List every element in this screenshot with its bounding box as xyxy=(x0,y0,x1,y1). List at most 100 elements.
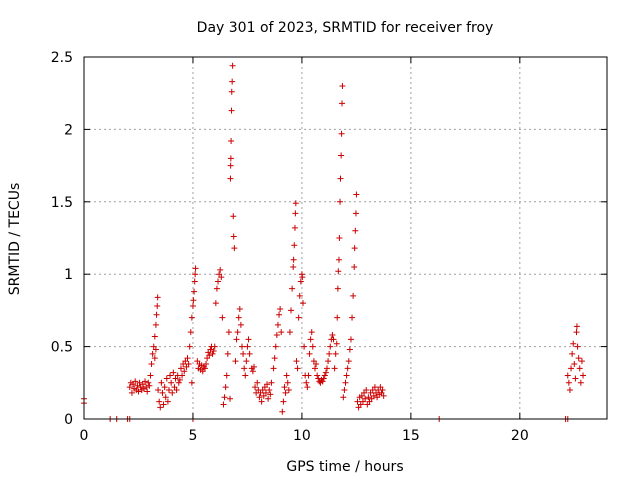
data-point xyxy=(218,274,225,281)
data-point xyxy=(297,278,304,285)
data-point xyxy=(192,265,199,272)
data-point xyxy=(160,401,167,408)
data-point xyxy=(290,263,297,270)
data-point xyxy=(256,394,263,401)
y-tick-label: 2 xyxy=(64,122,73,138)
data-point xyxy=(573,323,580,330)
data-point xyxy=(325,358,332,365)
data-point xyxy=(190,297,197,304)
x-axis-label: GPS time / hours xyxy=(286,459,403,475)
data-point xyxy=(351,263,358,270)
data-point xyxy=(291,242,298,249)
data-point xyxy=(206,352,213,359)
data-point xyxy=(576,365,583,372)
data-point xyxy=(242,372,249,379)
data-point xyxy=(135,388,142,395)
data-point xyxy=(188,314,195,321)
data-point xyxy=(323,365,330,372)
data-point xyxy=(350,292,357,299)
data-point xyxy=(203,360,210,367)
data-point xyxy=(306,350,313,357)
data-point xyxy=(339,100,346,107)
data-point xyxy=(322,369,329,376)
data-point xyxy=(271,355,278,362)
data-point xyxy=(175,379,182,386)
data-point xyxy=(572,375,579,382)
data-point xyxy=(209,350,216,357)
data-point xyxy=(170,369,177,376)
data-point xyxy=(264,381,271,388)
data-point xyxy=(286,329,293,336)
data-point xyxy=(573,329,580,336)
data-point xyxy=(223,372,230,379)
data-point xyxy=(162,394,169,401)
data-point xyxy=(187,329,194,336)
data-point xyxy=(337,198,344,205)
data-point xyxy=(276,311,283,318)
data-point xyxy=(288,307,295,314)
data-point xyxy=(282,389,289,396)
data-point xyxy=(159,389,166,396)
data-points xyxy=(81,62,587,422)
data-point xyxy=(235,314,242,321)
data-point xyxy=(290,256,297,263)
data-point xyxy=(262,389,269,396)
data-point xyxy=(176,376,183,383)
data-point xyxy=(169,389,176,396)
data-point xyxy=(222,384,229,391)
data-point xyxy=(342,379,349,386)
data-point xyxy=(267,391,274,398)
data-point xyxy=(331,365,338,372)
data-point xyxy=(293,358,300,365)
x-tick-label: 15 xyxy=(402,428,420,444)
data-point xyxy=(343,372,350,379)
data-point xyxy=(188,379,195,386)
data-point xyxy=(280,398,287,405)
data-point xyxy=(238,343,245,350)
data-point xyxy=(327,343,334,350)
data-point xyxy=(335,256,342,263)
data-point xyxy=(237,321,244,328)
data-point xyxy=(354,398,361,405)
data-point xyxy=(281,384,288,391)
data-point xyxy=(221,394,228,401)
data-point xyxy=(283,372,290,379)
data-point xyxy=(308,329,315,336)
data-point xyxy=(230,233,237,240)
data-point xyxy=(146,382,153,389)
data-point xyxy=(185,360,192,367)
data-point xyxy=(231,245,238,252)
data-point xyxy=(201,365,208,372)
data-point xyxy=(274,321,281,328)
data-point xyxy=(353,191,360,198)
data-point xyxy=(246,350,253,357)
data-point xyxy=(157,404,164,411)
data-point xyxy=(365,394,372,401)
x-tick-label: 10 xyxy=(293,428,311,444)
data-point xyxy=(311,365,318,372)
data-point xyxy=(250,363,257,370)
data-point xyxy=(320,375,327,382)
x-tick-label: 20 xyxy=(511,428,529,444)
data-point xyxy=(233,336,240,343)
data-point xyxy=(565,379,572,386)
data-point xyxy=(577,379,584,386)
data-point xyxy=(229,78,236,85)
data-point xyxy=(181,368,188,375)
data-point xyxy=(191,278,198,285)
data-point xyxy=(153,311,160,318)
data-point xyxy=(179,372,186,379)
data-point xyxy=(309,343,316,350)
data-point xyxy=(330,336,337,343)
data-point xyxy=(144,388,151,395)
data-point xyxy=(254,379,261,386)
data-point xyxy=(335,268,342,275)
x-tick-label: 0 xyxy=(80,428,89,444)
data-point xyxy=(340,394,347,401)
data-point xyxy=(154,303,161,310)
data-point xyxy=(191,288,198,295)
data-point xyxy=(277,305,284,312)
data-point xyxy=(192,271,199,278)
data-point xyxy=(147,372,154,379)
data-point xyxy=(337,175,344,182)
